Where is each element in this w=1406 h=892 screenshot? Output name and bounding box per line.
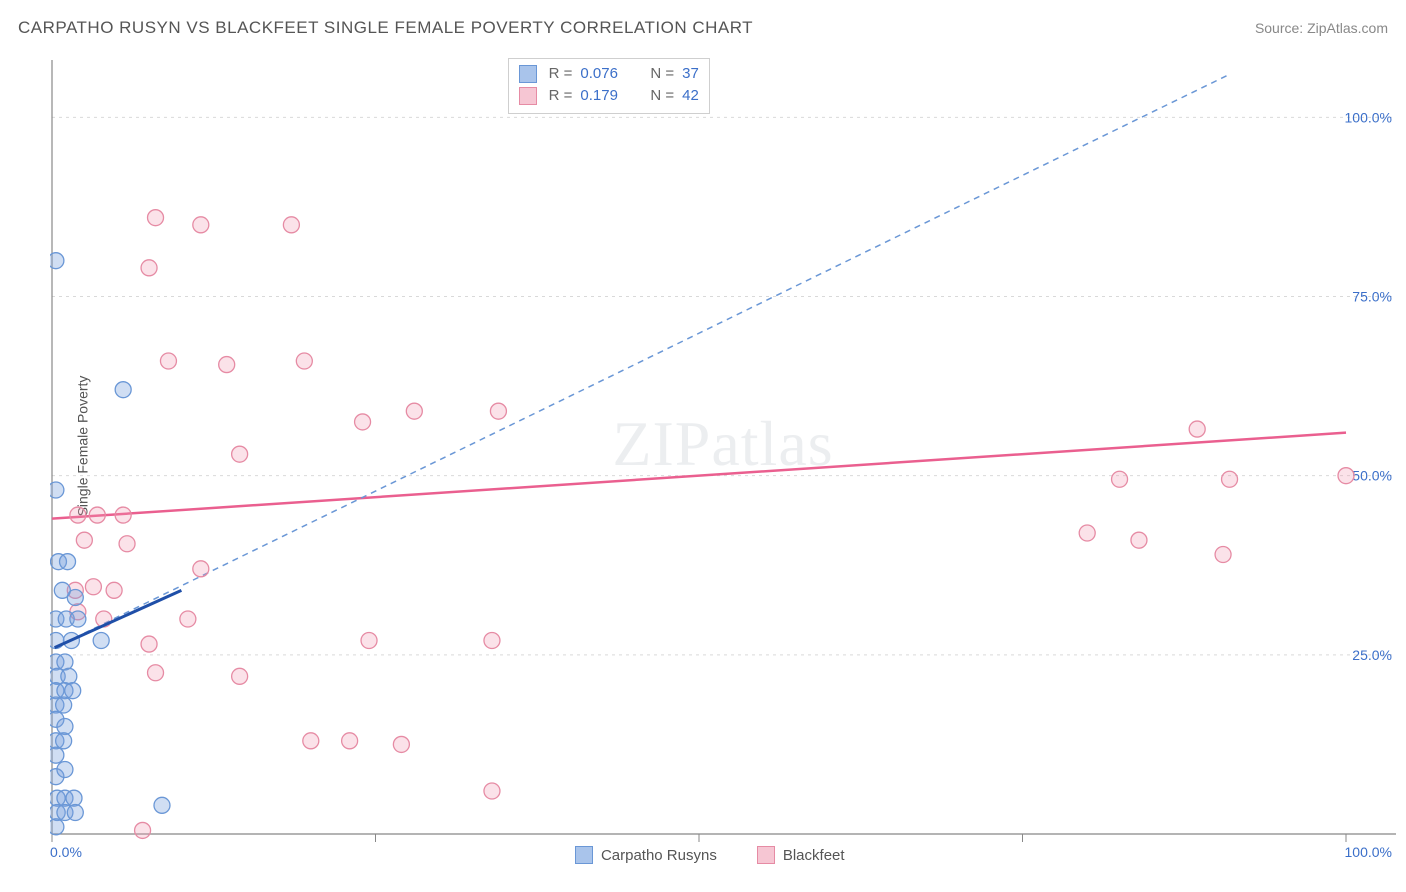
r-label: R =	[549, 63, 573, 85]
r-value: 0.076	[580, 63, 632, 85]
r-label: R =	[549, 85, 573, 107]
svg-text:50.0%: 50.0%	[1352, 468, 1392, 484]
x-axis-max-label: 100.0%	[1345, 844, 1392, 860]
legend-label: Blackfeet	[783, 847, 845, 864]
x-axis-min-label: 0.0%	[50, 844, 82, 860]
n-value: 37	[682, 63, 699, 85]
n-label: N =	[650, 63, 674, 85]
legend-swatch	[519, 65, 537, 83]
svg-text:75.0%: 75.0%	[1352, 289, 1392, 305]
n-label: N =	[650, 85, 674, 107]
legend-swatch	[519, 87, 537, 105]
svg-text:25.0%: 25.0%	[1352, 647, 1392, 663]
legend-swatch	[757, 846, 775, 864]
svg-text:100.0%: 100.0%	[1345, 109, 1392, 125]
legend-swatch	[575, 846, 593, 864]
scatter-plot: 25.0% 50.0% 75.0% 100.0%	[50, 58, 1396, 862]
r-value: 0.179	[580, 85, 632, 107]
n-value: 42	[682, 85, 699, 107]
legend-item: Carpatho Rusyns	[575, 846, 717, 864]
chart-title: CARPATHO RUSYN VS BLACKFEET SINGLE FEMAL…	[18, 18, 753, 38]
legend-item: Blackfeet	[757, 846, 845, 864]
correlation-legend: R = 0.076 N = 37 R = 0.179 N = 42	[508, 58, 710, 114]
chart-source: Source: ZipAtlas.com	[1255, 20, 1388, 36]
legend-stats-row: R = 0.179 N = 42	[519, 85, 699, 107]
chart-header: CARPATHO RUSYN VS BLACKFEET SINGLE FEMAL…	[18, 18, 1388, 38]
series-legend: Carpatho Rusyns Blackfeet	[575, 846, 845, 864]
legend-stats-row: R = 0.076 N = 37	[519, 63, 699, 85]
legend-label: Carpatho Rusyns	[601, 847, 717, 864]
chart-area: 25.0%50.0%75.0%100.0% ZIPatlas R = 0.076…	[50, 58, 1396, 862]
